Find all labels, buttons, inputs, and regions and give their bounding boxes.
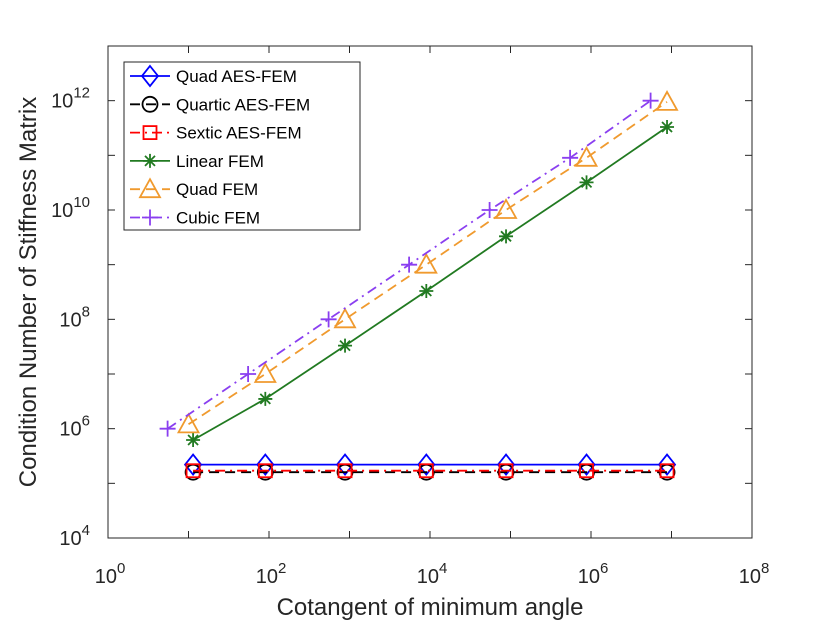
y-axis-label: Condition Number of Stiffness Matrix: [15, 97, 42, 487]
data-point: [256, 453, 275, 477]
y-tick-label: 106: [59, 413, 90, 441]
data-point: [657, 453, 677, 477]
data-point: [240, 366, 257, 382]
data-point: [562, 149, 579, 166]
series-cubic-fem: [159, 92, 659, 437]
legend-entry: Quad AES-FEM: [130, 64, 297, 88]
legend-marker: [143, 153, 157, 168]
legend: Quad AES-FEM Quartic AES-FEM Sextic AES-FE…: [123, 61, 361, 231]
data-point: [414, 252, 438, 274]
data-point: [496, 453, 516, 477]
legend-entry: Cubic FEM: [130, 209, 260, 228]
series-layer: [159, 90, 679, 481]
data-point: [401, 256, 418, 273]
legend-label: Cubic FEM: [176, 209, 260, 228]
data-point: [185, 463, 201, 479]
legend-marker: [141, 95, 159, 113]
data-point: [258, 391, 273, 406]
data-point: [176, 412, 201, 434]
data-point: [253, 362, 277, 383]
legend-marker: [142, 209, 158, 226]
data-point: [499, 229, 514, 244]
y-tick-label: 104: [59, 522, 90, 550]
data-point: [498, 463, 514, 479]
y-tick-label: 1012: [51, 85, 90, 113]
legend-entry: Linear FEM: [130, 152, 264, 171]
legend-label: Sextic AES-FEM: [176, 124, 302, 143]
legend-box: [123, 61, 361, 231]
series-sextic-aes-fem: [185, 463, 675, 479]
x-tick-label: 104: [417, 560, 448, 588]
data-point: [159, 420, 176, 437]
y-tick-label: 1010: [51, 194, 90, 222]
legend-label: Quartic AES-FEM: [176, 95, 310, 114]
data-point: [579, 463, 594, 479]
legend-label: Quad AES-FEM: [176, 67, 297, 86]
x-tick-label: 108: [739, 560, 770, 588]
legend-marker: [142, 125, 158, 140]
series-linear-fem: [186, 119, 675, 448]
data-point: [418, 463, 434, 479]
data-point: [419, 283, 434, 298]
data-point: [659, 463, 675, 479]
legend-entry: Quad FEM: [130, 177, 258, 199]
data-point: [642, 92, 659, 109]
data-point: [655, 90, 679, 111]
data-point: [186, 433, 201, 448]
data-point: [579, 175, 594, 190]
data-point: [494, 198, 518, 219]
data-point: [338, 338, 353, 353]
data-point: [183, 453, 203, 477]
x-tick-label: 106: [578, 560, 609, 588]
legend-label: Linear FEM: [176, 152, 264, 171]
legend-marker: [140, 64, 160, 88]
ticks-layer: 100 102 104 106 108 104 106 108 1010 1012: [51, 45, 770, 588]
data-point: [335, 453, 355, 477]
series-quad-fem: [176, 90, 679, 434]
x-tick-label: 100: [95, 560, 126, 588]
data-point: [577, 453, 596, 477]
legend-label: Quad FEM: [176, 180, 258, 199]
legend-entry: Quartic AES-FEM: [130, 95, 310, 114]
data-point: [660, 119, 675, 134]
data-point: [417, 453, 436, 477]
x-axis-label: Cotangent of minimum angle: [277, 594, 584, 621]
data-point: [575, 145, 599, 167]
legend-marker: [138, 177, 162, 199]
data-point: [481, 202, 498, 218]
data-point: [320, 311, 337, 328]
data-point: [337, 463, 353, 479]
x-tick-label: 102: [256, 560, 287, 588]
data-point: [257, 463, 273, 479]
data-point: [333, 307, 357, 329]
legend-entry: Sextic AES-FEM: [130, 124, 302, 143]
y-tick-label: 108: [59, 303, 90, 331]
